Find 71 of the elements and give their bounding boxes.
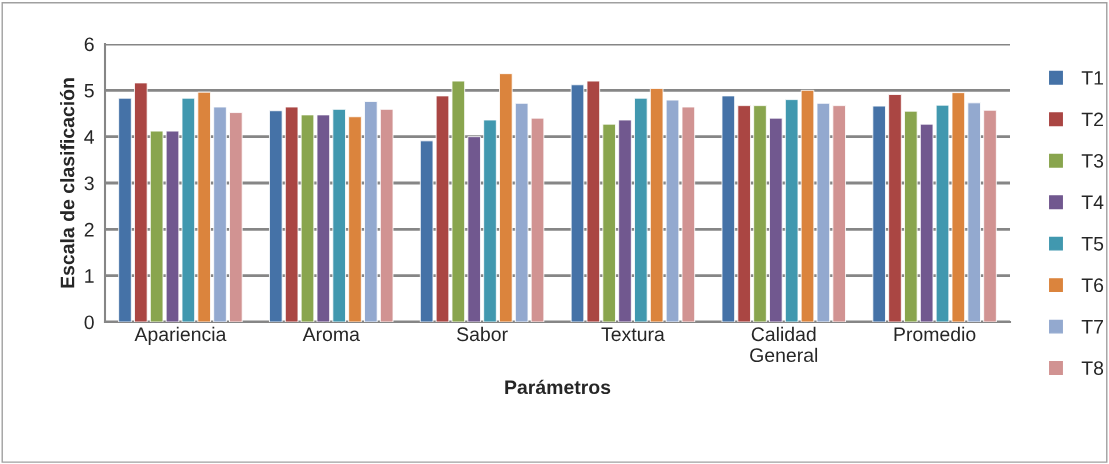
x-tick-label: Aroma [302, 327, 360, 342]
bar [451, 80, 466, 322]
bar [872, 105, 886, 322]
bar [888, 94, 902, 322]
bar [681, 106, 696, 322]
bar [483, 119, 497, 322]
y-tick-label: 1 [85, 269, 94, 283]
bar [983, 109, 997, 322]
bar [134, 82, 148, 322]
bar [118, 97, 132, 322]
bar [213, 106, 227, 322]
bar [816, 102, 831, 322]
x-tick-label: Promedio [894, 326, 976, 342]
bar [904, 110, 918, 322]
bar [618, 119, 632, 322]
x-tick-label: Sabor [457, 326, 508, 342]
bar [919, 123, 934, 322]
y-axis-title: Escala de clasificación [59, 78, 75, 288]
bar [197, 91, 211, 322]
bar [586, 80, 601, 322]
bar [229, 112, 243, 322]
y-tick-label: 2 [84, 222, 94, 237]
legend-label: T6 [1081, 278, 1104, 293]
x-tick-label: Calidad General [750, 326, 818, 363]
legend-label: T2 [1081, 112, 1103, 127]
y-tick-label: 0 [84, 315, 94, 330]
y-tick-label: 4 [84, 130, 95, 144]
legend-label: T4 [1081, 195, 1104, 209]
bar [379, 108, 394, 322]
bar [269, 110, 283, 322]
y-tick-label: 5 [84, 84, 94, 98]
bar [316, 114, 331, 322]
x-axis-title: Parámetros [505, 379, 611, 395]
legend-label: T3 [1081, 153, 1104, 168]
bar [935, 104, 950, 322]
bar [665, 99, 680, 322]
bar [530, 117, 545, 322]
bar [181, 97, 196, 322]
bar [649, 88, 664, 322]
legend-label: T7 [1081, 320, 1103, 334]
bar [467, 136, 481, 322]
y-tick-label: 3 [84, 176, 94, 191]
x-tick-label: Textura [601, 327, 665, 342]
y-tick-label: 6 [84, 37, 94, 52]
legend-label: T8 [1081, 361, 1104, 376]
bar [499, 73, 513, 322]
bar [149, 130, 164, 322]
bar [737, 105, 751, 322]
bar [602, 123, 616, 322]
bar [951, 92, 966, 322]
bar [570, 84, 585, 322]
legend-label: T5 [1081, 237, 1104, 251]
legend-label: T1 [1081, 71, 1104, 85]
bar [165, 130, 180, 322]
bar [721, 95, 736, 322]
bar [300, 114, 315, 322]
bar [784, 99, 799, 322]
bar [753, 105, 767, 322]
bar [332, 108, 346, 322]
bar [514, 102, 529, 322]
bar [967, 102, 981, 322]
bar [348, 116, 362, 322]
bar [832, 105, 846, 322]
bar [364, 101, 378, 322]
bar [284, 106, 299, 322]
x-tick-label: Apariencia [134, 326, 227, 345]
bar [634, 97, 648, 322]
bar [769, 117, 783, 322]
bar [419, 140, 434, 322]
bar [435, 95, 450, 322]
bar [800, 89, 815, 322]
